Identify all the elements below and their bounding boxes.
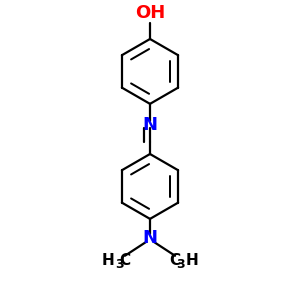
Text: C: C	[169, 253, 181, 268]
Text: 3: 3	[177, 257, 185, 271]
Text: N: N	[142, 116, 158, 134]
Text: H: H	[102, 253, 115, 268]
Text: N: N	[142, 229, 158, 247]
Text: 3: 3	[115, 257, 123, 271]
Text: OH: OH	[135, 4, 165, 22]
Text: C: C	[119, 253, 130, 268]
Text: H: H	[186, 253, 199, 268]
